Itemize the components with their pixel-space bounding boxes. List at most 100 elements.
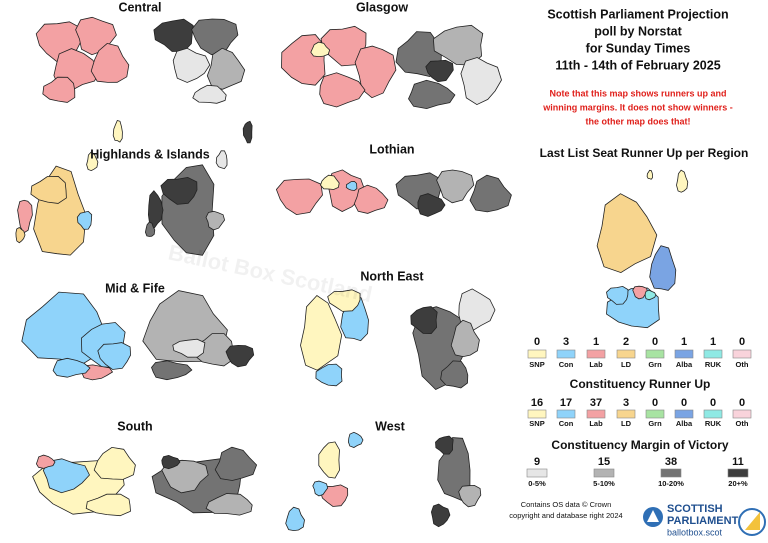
title-line: poll by Norstat <box>594 24 682 38</box>
legend-label: 5-10% <box>593 479 615 488</box>
legend-label: Oth <box>736 419 749 428</box>
legend-count: 0 <box>710 397 716 409</box>
legend-label: SNP <box>529 419 544 428</box>
legend-count: 1 <box>593 336 599 348</box>
map-area <box>435 435 454 455</box>
logo: SCOTTISH PARLIAMENT ballotbox.scot <box>643 503 766 537</box>
map-area <box>345 181 358 191</box>
map-area <box>161 459 209 494</box>
legend-count: 9 <box>534 456 540 468</box>
map-area <box>410 306 438 335</box>
legends: 0 SNP 3 Con 1 Lab 2 LD 0 Grn 1 Alba 1 RUK 0 Oth 16 SNP 17 C… <box>526 336 752 488</box>
legend-swatch <box>732 409 752 419</box>
legend-label: Lab <box>589 360 603 369</box>
legend-label: Alba <box>676 360 693 369</box>
legend-count: 0 <box>739 397 745 409</box>
map-area <box>172 47 211 83</box>
legend-swatch <box>703 409 723 419</box>
note-line: the other map does that! <box>585 116 690 126</box>
legend-label: Grn <box>648 419 662 428</box>
legend-label: Oth <box>736 360 749 369</box>
legend-swatch <box>660 468 682 478</box>
map-area <box>85 493 131 517</box>
map-area <box>42 458 90 494</box>
legend-label: RUK <box>705 419 722 428</box>
legend-label: 20+% <box>728 479 748 488</box>
map-area <box>644 289 657 301</box>
legend-label: SNP <box>529 360 544 369</box>
map-area <box>646 169 654 180</box>
region-title: North East <box>360 269 424 283</box>
legend-title: Constituency Margin of Victory <box>551 438 728 452</box>
footer-line: copyright and database right 2024 <box>509 511 622 520</box>
map-area <box>215 150 228 170</box>
map-area <box>469 174 512 213</box>
map-area <box>327 289 361 312</box>
map-area <box>35 454 56 469</box>
region-title: South <box>117 419 152 433</box>
map-area <box>160 176 198 205</box>
map-area <box>86 151 99 172</box>
logo-badge <box>745 512 760 530</box>
map-area <box>458 484 482 508</box>
map-area <box>93 446 136 480</box>
legend-count: 1 <box>681 336 687 348</box>
legend-swatch <box>527 409 547 419</box>
legend-count: 15 <box>598 456 610 468</box>
map-area <box>205 210 226 231</box>
map-area <box>300 294 343 371</box>
legend-count: 0 <box>739 336 745 348</box>
logo-text: PARLIAMENT <box>667 515 739 527</box>
map-area <box>275 178 323 216</box>
legend-label: 0-5% <box>528 479 546 488</box>
map-area <box>354 45 397 99</box>
map-area <box>676 169 689 193</box>
legend-swatch <box>645 409 665 419</box>
map-area <box>318 441 340 479</box>
map-area <box>320 174 340 190</box>
map-area <box>17 199 33 234</box>
map-area <box>42 76 76 103</box>
legend-count: 0 <box>652 397 658 409</box>
note-line: Note that this map shows runners up and <box>549 88 726 98</box>
map-area <box>206 47 246 90</box>
title-line: for Sunday Times <box>586 41 691 55</box>
legend-label: LD <box>621 419 632 428</box>
legend-count: 3 <box>623 397 629 409</box>
map-area <box>147 190 164 230</box>
legend-swatch <box>556 349 576 359</box>
title-line: Scottish Parliament Projection <box>547 7 728 21</box>
map-area <box>144 221 156 237</box>
map-area <box>52 357 91 378</box>
legend-swatch <box>616 409 636 419</box>
region-title: Highlands & Islands <box>90 147 210 161</box>
maps <box>15 16 689 532</box>
map-area <box>15 227 26 244</box>
legend-count: 0 <box>534 336 540 348</box>
legend-swatch <box>727 468 749 478</box>
legend-swatch <box>526 468 548 478</box>
map-area <box>458 288 496 332</box>
region-title: Lothian <box>369 142 414 156</box>
map-area <box>425 59 454 83</box>
legend-count: 11 <box>732 456 744 468</box>
legend-swatch <box>703 349 723 359</box>
title-line: 11th - 14th of February 2025 <box>555 58 720 72</box>
map-area <box>436 169 475 204</box>
region-title: Glasgow <box>356 0 408 14</box>
logo-text: SCOTTISH <box>667 503 723 515</box>
legend-count: 3 <box>563 336 569 348</box>
legend-count: 0 <box>652 336 658 348</box>
map-area <box>632 285 648 300</box>
map-area <box>172 338 206 358</box>
map-area <box>76 210 93 230</box>
map-area <box>112 120 123 143</box>
map-area <box>90 42 130 83</box>
map-area <box>30 175 67 204</box>
map-area <box>310 41 331 58</box>
legend-label: Grn <box>648 360 662 369</box>
legend-label: LD <box>621 360 632 369</box>
logo-mark <box>647 510 659 522</box>
map-area <box>649 245 677 291</box>
